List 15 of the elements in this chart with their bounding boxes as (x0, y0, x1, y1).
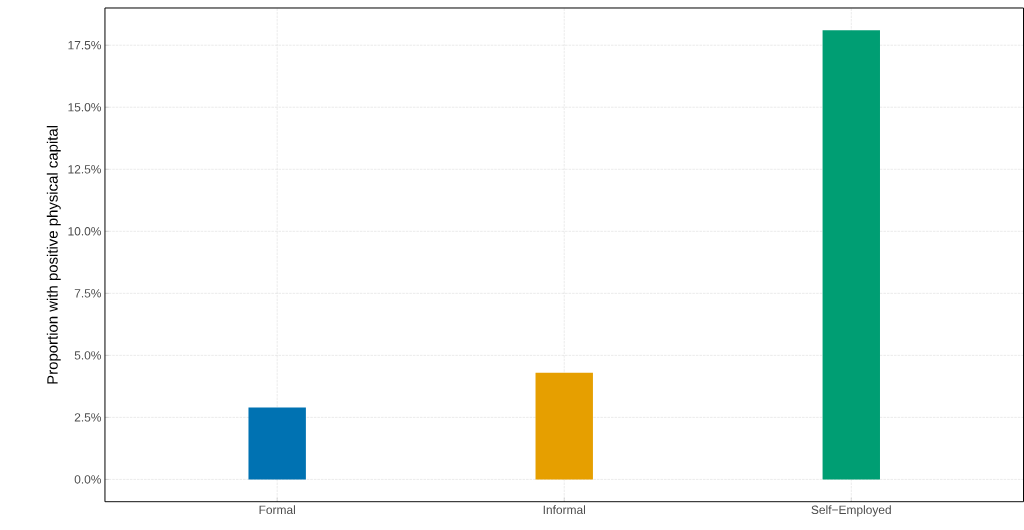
bar (535, 372, 593, 480)
y-tick-label: 7.5% (74, 289, 102, 298)
x-tick-label: Formal (259, 505, 295, 515)
x-tick-label: Self−Employed (811, 505, 891, 517)
y-tick-label: 17.5% (68, 41, 102, 50)
y-tick-label: 2.5% (74, 413, 102, 422)
y-tick-label: 12.5% (68, 165, 102, 174)
x-tick-label: Informal (543, 505, 586, 515)
y-tick-label: 0.0% (74, 475, 102, 484)
y-axis-title: Proportion with positive physical capital (46, 126, 61, 384)
bar (822, 30, 880, 480)
y-tick-label: 10.0% (68, 227, 102, 236)
y-tick-label: 15.0% (68, 103, 102, 112)
bar (248, 407, 306, 480)
y-tick-label: 5.0% (74, 351, 102, 360)
